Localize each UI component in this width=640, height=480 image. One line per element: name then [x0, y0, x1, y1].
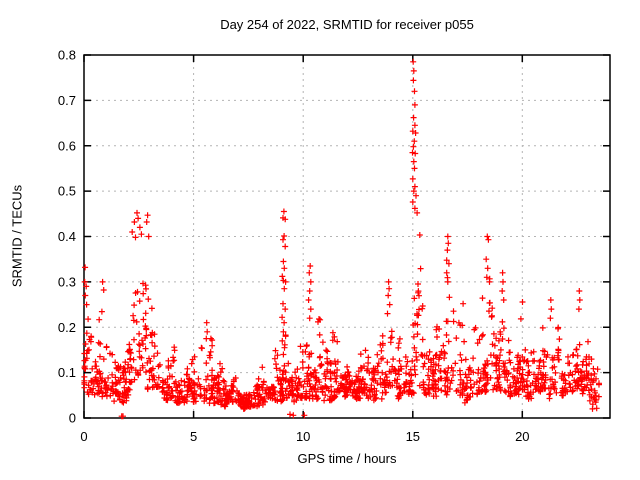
y-tick-label: 0: [69, 411, 76, 426]
y-tick-label: 0.2: [58, 320, 76, 335]
x-tick-label: 5: [190, 429, 197, 444]
chart-title: Day 254 of 2022, SRMTID for receiver p05…: [220, 17, 474, 32]
y-tick-label: 0.4: [58, 229, 76, 244]
x-axis-label: GPS time / hours: [297, 451, 397, 466]
y-tick-label: 0.3: [58, 274, 76, 289]
plot-frame: [83, 54, 611, 419]
scatter-points: [81, 58, 602, 420]
y-tick-label: 0.5: [58, 184, 76, 199]
x-tick-label: 20: [515, 429, 529, 444]
grid-lines: [84, 55, 610, 418]
y-tick-label: 0.7: [58, 93, 76, 108]
x-tick-label: 15: [406, 429, 420, 444]
x-tick-label: 0: [80, 429, 87, 444]
x-tick-label: 10: [296, 429, 310, 444]
y-tick-label: 0.8: [58, 48, 76, 63]
y-tick-label: 0.1: [58, 365, 76, 380]
y-tick-label: 0.6: [58, 138, 76, 153]
